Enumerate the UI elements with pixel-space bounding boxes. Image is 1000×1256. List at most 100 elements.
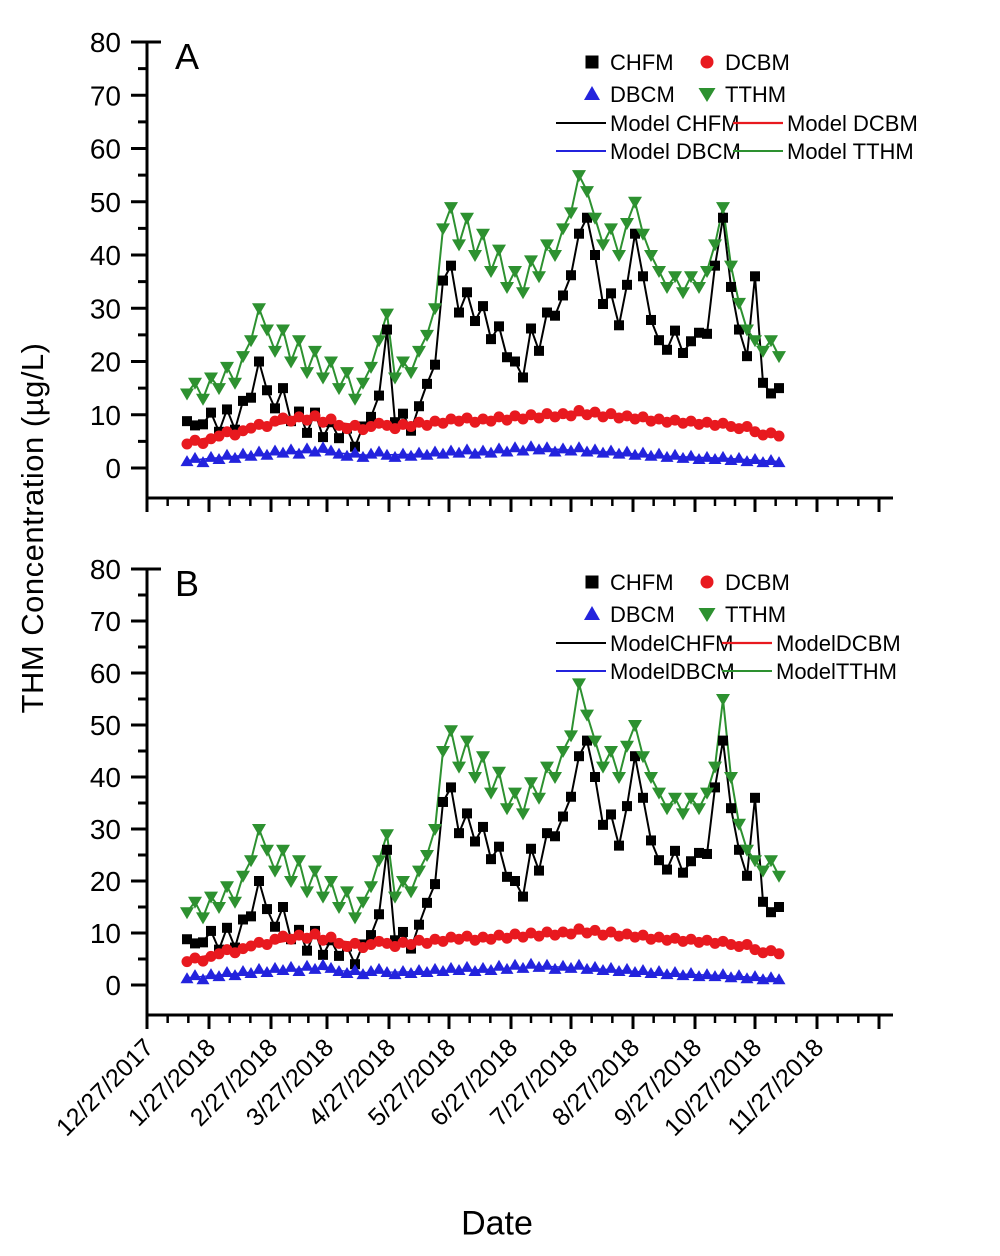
marker-tthm bbox=[180, 388, 194, 401]
marker-tthm bbox=[348, 393, 362, 406]
marker-dbcm bbox=[204, 450, 218, 462]
marker-dcbm bbox=[261, 938, 273, 950]
marker-chfm bbox=[774, 383, 784, 394]
marker-chfm bbox=[630, 228, 640, 239]
marker-tthm bbox=[268, 865, 282, 878]
marker-chfm bbox=[222, 922, 232, 933]
marker-dcbm bbox=[197, 438, 209, 450]
marker-dbcm bbox=[604, 444, 618, 456]
marker-chfm bbox=[382, 324, 392, 335]
marker-tthm bbox=[692, 803, 706, 816]
marker-dbcm bbox=[564, 961, 578, 973]
y-tick-label: 40 bbox=[90, 762, 121, 793]
marker-chfm bbox=[462, 287, 472, 298]
y-tick-label: 60 bbox=[90, 658, 121, 689]
legend-square-icon bbox=[585, 55, 599, 69]
marker-dbcm bbox=[420, 966, 434, 978]
marker-dbcm bbox=[764, 971, 778, 983]
marker-chfm bbox=[582, 735, 592, 746]
marker-dbcm bbox=[572, 441, 586, 453]
marker-chfm bbox=[254, 356, 264, 367]
marker-tthm bbox=[260, 844, 274, 857]
marker-tthm bbox=[356, 896, 370, 909]
marker-tthm bbox=[332, 383, 346, 396]
marker-dbcm bbox=[524, 957, 538, 969]
marker-chfm bbox=[710, 782, 720, 793]
marker-dbcm bbox=[588, 443, 602, 455]
marker-dbcm bbox=[428, 445, 442, 457]
marker-chfm bbox=[470, 836, 480, 847]
marker-chfm bbox=[398, 926, 408, 937]
y-tick-label: 20 bbox=[90, 866, 121, 897]
marker-chfm bbox=[766, 388, 776, 399]
marker-tthm bbox=[364, 361, 378, 374]
marker-tthm bbox=[220, 881, 234, 894]
marker-chfm bbox=[702, 848, 712, 859]
y-tick-label: 30 bbox=[90, 814, 121, 845]
marker-dbcm bbox=[604, 961, 618, 973]
marker-dcbm bbox=[309, 928, 321, 940]
marker-dbcm bbox=[700, 968, 714, 980]
marker-dbcm bbox=[540, 958, 554, 970]
marker-dbcm bbox=[284, 443, 298, 455]
marker-chfm bbox=[718, 212, 728, 223]
marker-dbcm bbox=[348, 963, 362, 975]
marker-chfm bbox=[542, 307, 552, 318]
marker-tthm bbox=[380, 308, 394, 321]
marker-chfm bbox=[454, 828, 464, 839]
marker-dbcm bbox=[452, 963, 466, 975]
marker-chfm bbox=[550, 831, 560, 842]
marker-chfm bbox=[534, 345, 544, 356]
marker-dbcm bbox=[188, 969, 202, 981]
marker-chfm bbox=[462, 808, 472, 819]
marker-chfm bbox=[742, 351, 752, 362]
marker-dbcm bbox=[772, 456, 786, 468]
marker-tthm bbox=[612, 772, 626, 784]
marker-chfm bbox=[422, 897, 432, 908]
marker-chfm bbox=[590, 250, 600, 260]
marker-dbcm bbox=[324, 961, 338, 973]
marker-tthm bbox=[572, 678, 586, 691]
marker-chfm bbox=[670, 845, 680, 856]
marker-dbcm bbox=[436, 447, 450, 459]
marker-tthm bbox=[700, 787, 714, 800]
marker-dbcm bbox=[300, 959, 314, 971]
marker-dbcm bbox=[380, 448, 394, 460]
marker-dbcm bbox=[308, 445, 322, 457]
marker-tthm bbox=[652, 265, 666, 278]
marker-tthm bbox=[644, 772, 658, 784]
marker-chfm bbox=[702, 328, 712, 339]
marker-tthm bbox=[204, 891, 218, 904]
marker-dbcm bbox=[588, 960, 602, 972]
marker-tthm bbox=[188, 896, 202, 909]
marker-chfm bbox=[654, 335, 664, 346]
marker-dbcm bbox=[556, 442, 570, 454]
marker-chfm bbox=[446, 782, 456, 793]
marker-dcbm bbox=[325, 413, 337, 425]
marker-tthm bbox=[620, 218, 634, 231]
marker-chfm bbox=[198, 419, 208, 430]
marker-chfm bbox=[262, 904, 272, 915]
marker-dbcm bbox=[188, 451, 202, 463]
marker-dbcm bbox=[476, 444, 490, 456]
marker-chfm bbox=[438, 796, 448, 807]
marker-dbcm bbox=[332, 964, 346, 976]
marker-chfm bbox=[662, 344, 672, 355]
marker-tthm bbox=[356, 377, 370, 390]
legend-label: Model DCBM bbox=[787, 111, 918, 136]
marker-chfm bbox=[278, 383, 288, 394]
marker-tthm bbox=[180, 907, 194, 920]
marker-chfm bbox=[518, 891, 528, 902]
marker-dbcm bbox=[460, 960, 474, 972]
marker-dcbm bbox=[565, 410, 577, 422]
marker-dbcm bbox=[340, 967, 354, 979]
marker-dcbm bbox=[261, 420, 273, 432]
legend-label: TTHM bbox=[725, 82, 786, 107]
marker-tthm bbox=[684, 271, 698, 284]
marker-dbcm bbox=[684, 449, 698, 461]
marker-dbcm bbox=[372, 445, 386, 457]
marker-dbcm bbox=[220, 448, 234, 460]
marker-chfm bbox=[190, 938, 200, 949]
marker-chfm bbox=[262, 385, 272, 396]
